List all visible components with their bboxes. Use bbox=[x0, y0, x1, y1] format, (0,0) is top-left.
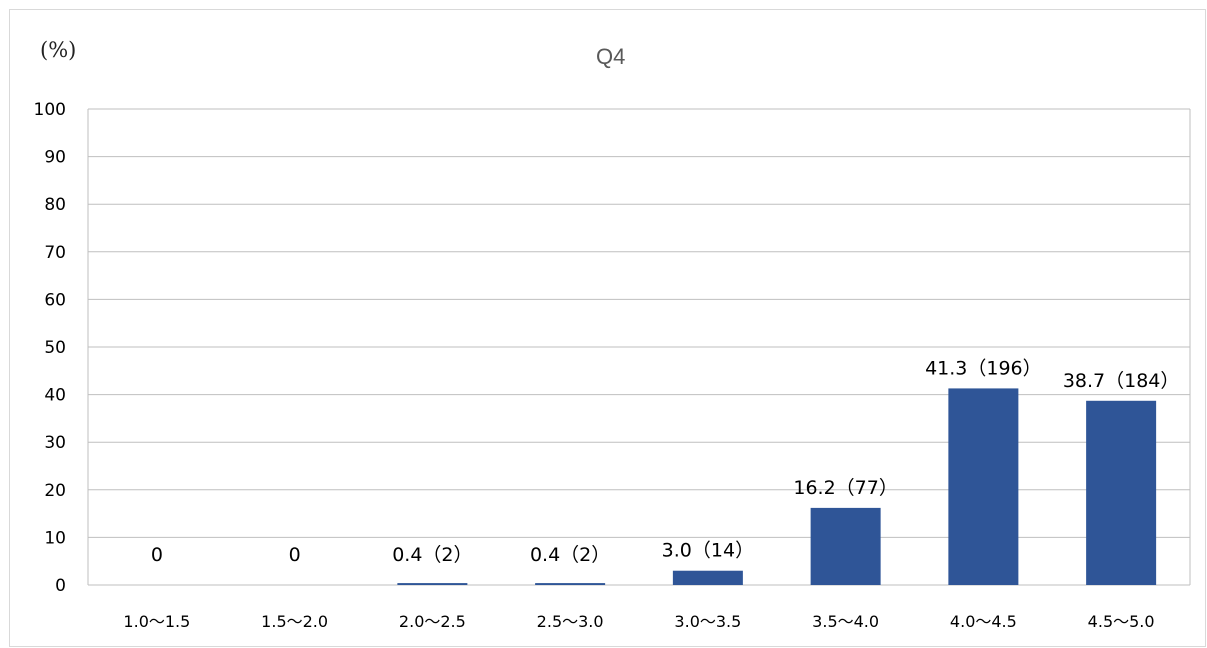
bar bbox=[672, 570, 743, 585]
y-tick-label: 20 bbox=[44, 481, 66, 501]
chart-title: Q4 bbox=[596, 44, 626, 69]
y-tick-label: 10 bbox=[44, 528, 66, 548]
y-axis-tick-labels: 0 10 20 30 40 50 60 70 80 90 100 bbox=[34, 100, 66, 596]
data-labels: 0 0 0.4（2） 0.4（2） 3.0（14） 16.2（77） 41.3（196） 38… bbox=[151, 357, 1180, 566]
x-category-label: 3.5〜4.0 bbox=[812, 612, 879, 631]
bar bbox=[397, 583, 468, 585]
data-label: 0 bbox=[151, 544, 163, 566]
gridlines bbox=[87, 108, 1191, 586]
y-tick-label: 100 bbox=[34, 100, 66, 120]
x-category-label: 2.5〜3.0 bbox=[537, 612, 604, 631]
y-unit-label: (%) bbox=[40, 38, 77, 62]
y-tick-label: 80 bbox=[44, 195, 66, 215]
x-category-label: 3.0〜3.5 bbox=[674, 612, 741, 631]
bars bbox=[397, 388, 1157, 585]
x-category-label: 1.5〜2.0 bbox=[261, 612, 328, 631]
data-label: 16.2（77） bbox=[793, 477, 897, 499]
data-label: 0.4（2） bbox=[392, 544, 472, 566]
y-tick-label: 0 bbox=[55, 576, 66, 596]
data-label: 41.3（196） bbox=[925, 357, 1042, 379]
y-tick-label: 70 bbox=[44, 243, 66, 263]
bar bbox=[535, 583, 606, 585]
bar bbox=[810, 507, 881, 585]
x-category-label: 4.0〜4.5 bbox=[950, 612, 1017, 631]
y-tick-label: 60 bbox=[44, 290, 66, 310]
x-category-label: 4.5〜5.0 bbox=[1088, 612, 1155, 631]
y-tick-label: 90 bbox=[44, 148, 66, 168]
y-tick-label: 30 bbox=[44, 433, 66, 453]
bar bbox=[1086, 400, 1157, 585]
x-axis-category-labels: 1.0〜1.5 1.5〜2.0 2.0〜2.5 2.5〜3.0 3.0〜3.5 3.5〜4… bbox=[123, 612, 1154, 631]
y-tick-label: 50 bbox=[44, 338, 66, 358]
data-label: 0.4（2） bbox=[530, 544, 610, 566]
bar bbox=[948, 388, 1019, 585]
x-category-label: 2.0〜2.5 bbox=[399, 612, 466, 631]
data-label: 0 bbox=[289, 544, 301, 566]
y-tick-label: 40 bbox=[44, 386, 66, 406]
x-category-label: 1.0〜1.5 bbox=[123, 612, 190, 631]
data-label: 3.0（14） bbox=[662, 540, 754, 562]
data-label: 38.7（184） bbox=[1063, 370, 1180, 392]
